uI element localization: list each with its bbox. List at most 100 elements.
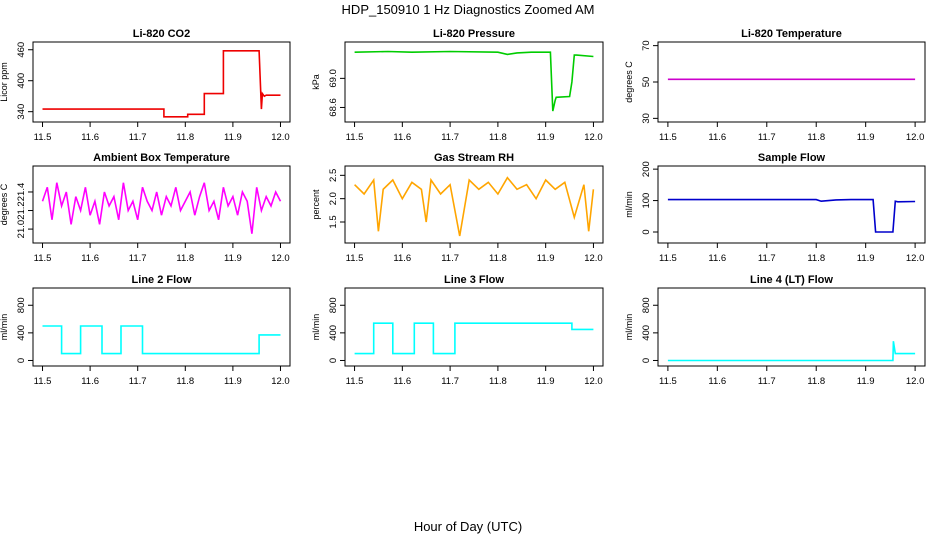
figure-title: HDP_150910 1 Hz Diagnostics Zoomed AM [342,2,595,17]
panel-title: Li-820 CO2 [133,28,190,40]
y-tick-label: 0 [641,229,652,234]
panel-grid: Li-820 CO2 Licor ppm 11.5 11.6 11.7 11.8 11.9 1… [0,28,926,387]
x-tick-label: 12.0 [584,132,603,143]
y-tick-label: 400 [328,325,339,341]
panel-title: Li-820 Temperature [741,28,842,40]
x-tick-label: 11.6 [708,132,726,143]
x-tick-label: 11.6 [393,132,411,143]
x-tick-label: 11.9 [857,253,875,264]
y-tick-label: 400 [641,325,652,341]
series-line-1 [42,325,281,355]
panel-title: Line 3 Flow [444,274,504,286]
x-tick-label: 11.7 [758,253,776,264]
x-tick-label: 11.8 [489,132,507,143]
chart-panel-5: Gas Stream RH percent 11.5 11.6 11.7 11.8 11.9… [311,152,604,264]
chart-panel-7: Line 2 Flow ml/min 11.5 11.6 11.7 11.8 11.9 12.… [0,274,291,387]
x-tick-label: 11.8 [489,253,507,264]
y-axis-label: ml/min [624,191,634,218]
series-line-1 [42,49,281,118]
plot-frame [32,287,291,367]
x-tick-label: 11.7 [129,376,147,387]
chart-panel-6: Sample Flow ml/min 11.5 11.6 11.7 11.8 11.9 12.… [624,152,926,264]
panel-title: Li-820 Pressure [433,28,515,40]
series-line-1 [354,176,595,237]
y-tick-label: 69.0 [328,69,339,88]
x-tick-label: 11.8 [807,253,825,264]
x-tick-label: 11.6 [393,253,411,264]
y-tick-label: 68.6 [328,98,339,117]
x-tick-label: 12.0 [271,253,290,264]
panel-title: Ambient Box Temperature [93,152,230,164]
y-tick-label: 1.5 [328,215,339,228]
y-tick-label: 0 [16,358,27,363]
plot-frame [657,165,926,244]
x-tick-label: 11.7 [758,376,776,387]
x-tick-label: 11.5 [346,376,364,387]
series-line-1 [354,322,594,355]
x-tick-label: 11.5 [34,132,52,143]
panel-title: Line 4 (LT) Flow [750,274,833,286]
plot-frame [344,165,604,244]
x-tick-label: 11.5 [659,376,677,387]
y-tick-label: 100 [641,193,652,209]
x-tick-label: 11.7 [129,253,147,264]
x-tick-label: 11.7 [441,253,459,264]
chart-panel-2: Li-820 Pressure kPa 11.5 11.6 11.7 11.8 11.9 12… [311,28,604,143]
x-tick-label: 11.9 [857,376,875,387]
x-tick-label: 11.8 [489,376,507,387]
x-tick-label: 11.6 [81,253,99,264]
plot-frame [344,287,604,367]
x-tick-label: 12.0 [271,376,290,387]
x-tick-label: 11.8 [176,376,194,387]
x-tick-label: 11.7 [441,376,459,387]
panel-title: Sample Flow [758,152,826,164]
panel-title: Gas Stream RH [434,152,514,164]
chart-panel-4: Ambient Box Temperature degrees C 11.5 11.6… [0,152,291,264]
x-tick-label: 11.5 [34,376,52,387]
plot-frame [657,287,926,367]
x-tick-label: 11.6 [81,132,99,143]
y-tick-label: 0 [328,358,339,363]
y-tick-label: 2.0 [328,192,339,205]
x-tick-label: 12.0 [906,376,925,387]
x-tick-label: 12.0 [906,253,925,264]
y-tick-label: 70 [641,40,652,51]
x-tick-label: 11.5 [346,132,364,143]
x-axis-title: Hour of Day (UTC) [414,519,522,534]
x-tick-label: 11.7 [129,132,147,143]
series-line-1 [354,50,594,112]
y-tick-label: 400 [16,73,27,89]
plot-frame [657,41,926,123]
plot-frame [344,41,604,123]
x-tick-label: 11.6 [708,376,726,387]
x-tick-label: 11.8 [807,132,825,143]
x-tick-label: 11.5 [659,253,677,264]
x-tick-label: 12.0 [271,132,290,143]
chart-panel-3: Li-820 Temperature degrees C 11.5 11.6 11.7 1… [624,28,926,143]
y-tick-label: 460 [16,42,27,58]
y-tick-label: 800 [641,297,652,313]
x-tick-label: 11.5 [346,253,364,264]
x-tick-label: 11.7 [758,132,776,143]
y-axis-label: ml/min [0,314,9,341]
x-tick-label: 11.5 [659,132,677,143]
x-tick-label: 11.8 [807,376,825,387]
y-tick-label: 800 [16,297,27,313]
y-axis-label: percent [311,189,321,220]
x-tick-label: 11.9 [224,253,242,264]
x-tick-label: 12.0 [906,132,925,143]
y-tick-label: 2.5 [328,169,339,182]
y-axis-label: kPa [311,74,321,90]
panel-title: Line 2 Flow [132,274,192,286]
x-tick-label: 12.0 [584,376,603,387]
y-tick-label: 50 [641,77,652,88]
x-tick-label: 11.9 [537,253,555,264]
x-tick-label: 11.6 [393,376,411,387]
x-tick-label: 11.6 [708,253,726,264]
y-tick-label: 800 [328,297,339,313]
x-tick-label: 11.9 [537,132,555,143]
y-tick-label: 200 [641,161,652,177]
y-axis-label: degrees C [624,61,634,103]
y-axis-label: ml/min [624,314,634,341]
